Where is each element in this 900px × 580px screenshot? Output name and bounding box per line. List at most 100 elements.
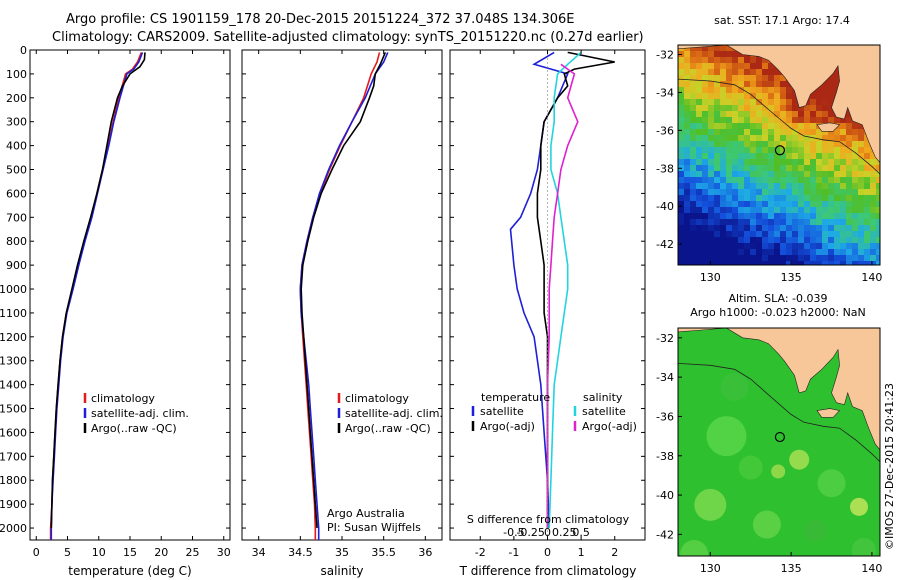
sst-cell: [858, 165, 865, 172]
sst-cell: [762, 81, 769, 88]
sst-cell: [732, 75, 739, 82]
sst-cell: [804, 219, 811, 226]
sst-cell: [804, 111, 811, 118]
sst-cell: [708, 45, 715, 52]
sst-cell: [744, 93, 751, 100]
sst-cell: [846, 249, 853, 256]
sst-cell: [690, 189, 697, 196]
sla-anomaly: [789, 449, 810, 470]
sst-cell: [834, 213, 841, 220]
sst-cell: [738, 81, 745, 88]
sst-cell: [702, 45, 709, 52]
sst-cell: [732, 243, 739, 250]
sst-cell: [738, 147, 745, 154]
depth-tick-label: 200: [6, 92, 27, 105]
sst-cell: [774, 219, 781, 226]
sst-cell: [684, 243, 691, 250]
sst-cell: [858, 231, 865, 238]
sst-cell: [822, 195, 829, 202]
sst-cell: [846, 135, 853, 142]
salinity-axis-label: salinity: [320, 564, 363, 578]
sst-cell: [690, 111, 697, 118]
sst-cell: [822, 231, 829, 238]
sst-cell: [720, 189, 727, 196]
sst-cell: [762, 249, 769, 256]
sst-cell: [726, 159, 733, 166]
sst-cell: [876, 249, 880, 256]
sst-cell: [678, 195, 685, 202]
sst-cell: [834, 147, 841, 154]
sst-cell: [780, 165, 787, 172]
sst-cell: [738, 123, 745, 130]
figure-header: Argo profile: CS 1901159_178 20-Dec-2015…: [0, 0, 660, 48]
sst-cell: [810, 147, 817, 154]
sst-cell: [792, 141, 799, 148]
sst-cell: [822, 99, 829, 106]
sst-cell: [864, 153, 871, 160]
sst-cell: [804, 249, 811, 256]
sst-cell: [798, 135, 805, 142]
sst-map-axes: 130 135 140 -32 -34 -36 -38 -40 -42: [656, 48, 882, 284]
sst-cell: [846, 195, 853, 202]
x-tick-label: 34.5: [288, 546, 313, 559]
sst-map-title: sat. SST: 17.1 Argo: 17.4: [714, 14, 850, 27]
sst-cell: [720, 63, 727, 70]
difference-profiles: [509, 50, 615, 540]
sst-cell: [798, 171, 805, 178]
sst-cell: [858, 255, 865, 262]
sst-cell: [876, 231, 880, 238]
sst-cell: [726, 243, 733, 250]
sst-cell: [726, 129, 733, 136]
sst-cell: [690, 261, 697, 265]
sst-cell: [852, 153, 859, 160]
sst-cell: [720, 141, 727, 148]
sst-cell: [786, 225, 793, 232]
sst-cell: [726, 195, 733, 202]
sst-cell: [780, 237, 787, 244]
sst-cell: [732, 159, 739, 166]
sst-cell: [714, 201, 721, 208]
sst-cell: [876, 225, 880, 232]
sst-cell: [774, 183, 781, 190]
sst-cell: [774, 195, 781, 202]
sst-cell: [708, 159, 715, 166]
sst-cell: [678, 99, 685, 106]
sst-cell: [744, 129, 751, 136]
sst-cell: [810, 123, 817, 130]
sst-cell: [690, 195, 697, 202]
sst-cell: [732, 129, 739, 136]
sst-cell: [714, 213, 721, 220]
sst-cell: [774, 231, 781, 238]
sst-cell: [702, 237, 709, 244]
float-marker: [774, 145, 786, 156]
sst-cell: [822, 141, 829, 148]
depth-tick-label: 600: [6, 187, 27, 200]
sst-cell: [822, 171, 829, 178]
sst-cell: [720, 195, 727, 202]
sst-cell: [726, 141, 733, 148]
depth-tick-label: 500: [6, 164, 27, 177]
sst-cell: [762, 111, 769, 118]
sst-cell: [678, 171, 685, 178]
sst-cell: [738, 261, 745, 265]
sst-cell: [852, 141, 859, 148]
sst-cell: [774, 165, 781, 172]
sst-cell: [780, 219, 787, 226]
sst-cell: [678, 69, 685, 76]
sst-cell: [726, 201, 733, 208]
sst-cell: [864, 183, 871, 190]
sst-cell: [780, 231, 787, 238]
sst-cell: [768, 93, 775, 100]
sst-cell: [870, 207, 877, 214]
sst-cell: [750, 63, 757, 70]
sst-cell: [786, 219, 793, 226]
sst-cell: [858, 237, 865, 244]
sst-cell: [876, 219, 880, 226]
sst-cell: [774, 225, 781, 232]
sst-cell: [708, 105, 715, 112]
sst-cell: [696, 225, 703, 232]
sst-cell: [720, 243, 727, 250]
sst-cell: [804, 237, 811, 244]
sst-cell: [858, 159, 865, 166]
sst-cell: [780, 141, 787, 148]
